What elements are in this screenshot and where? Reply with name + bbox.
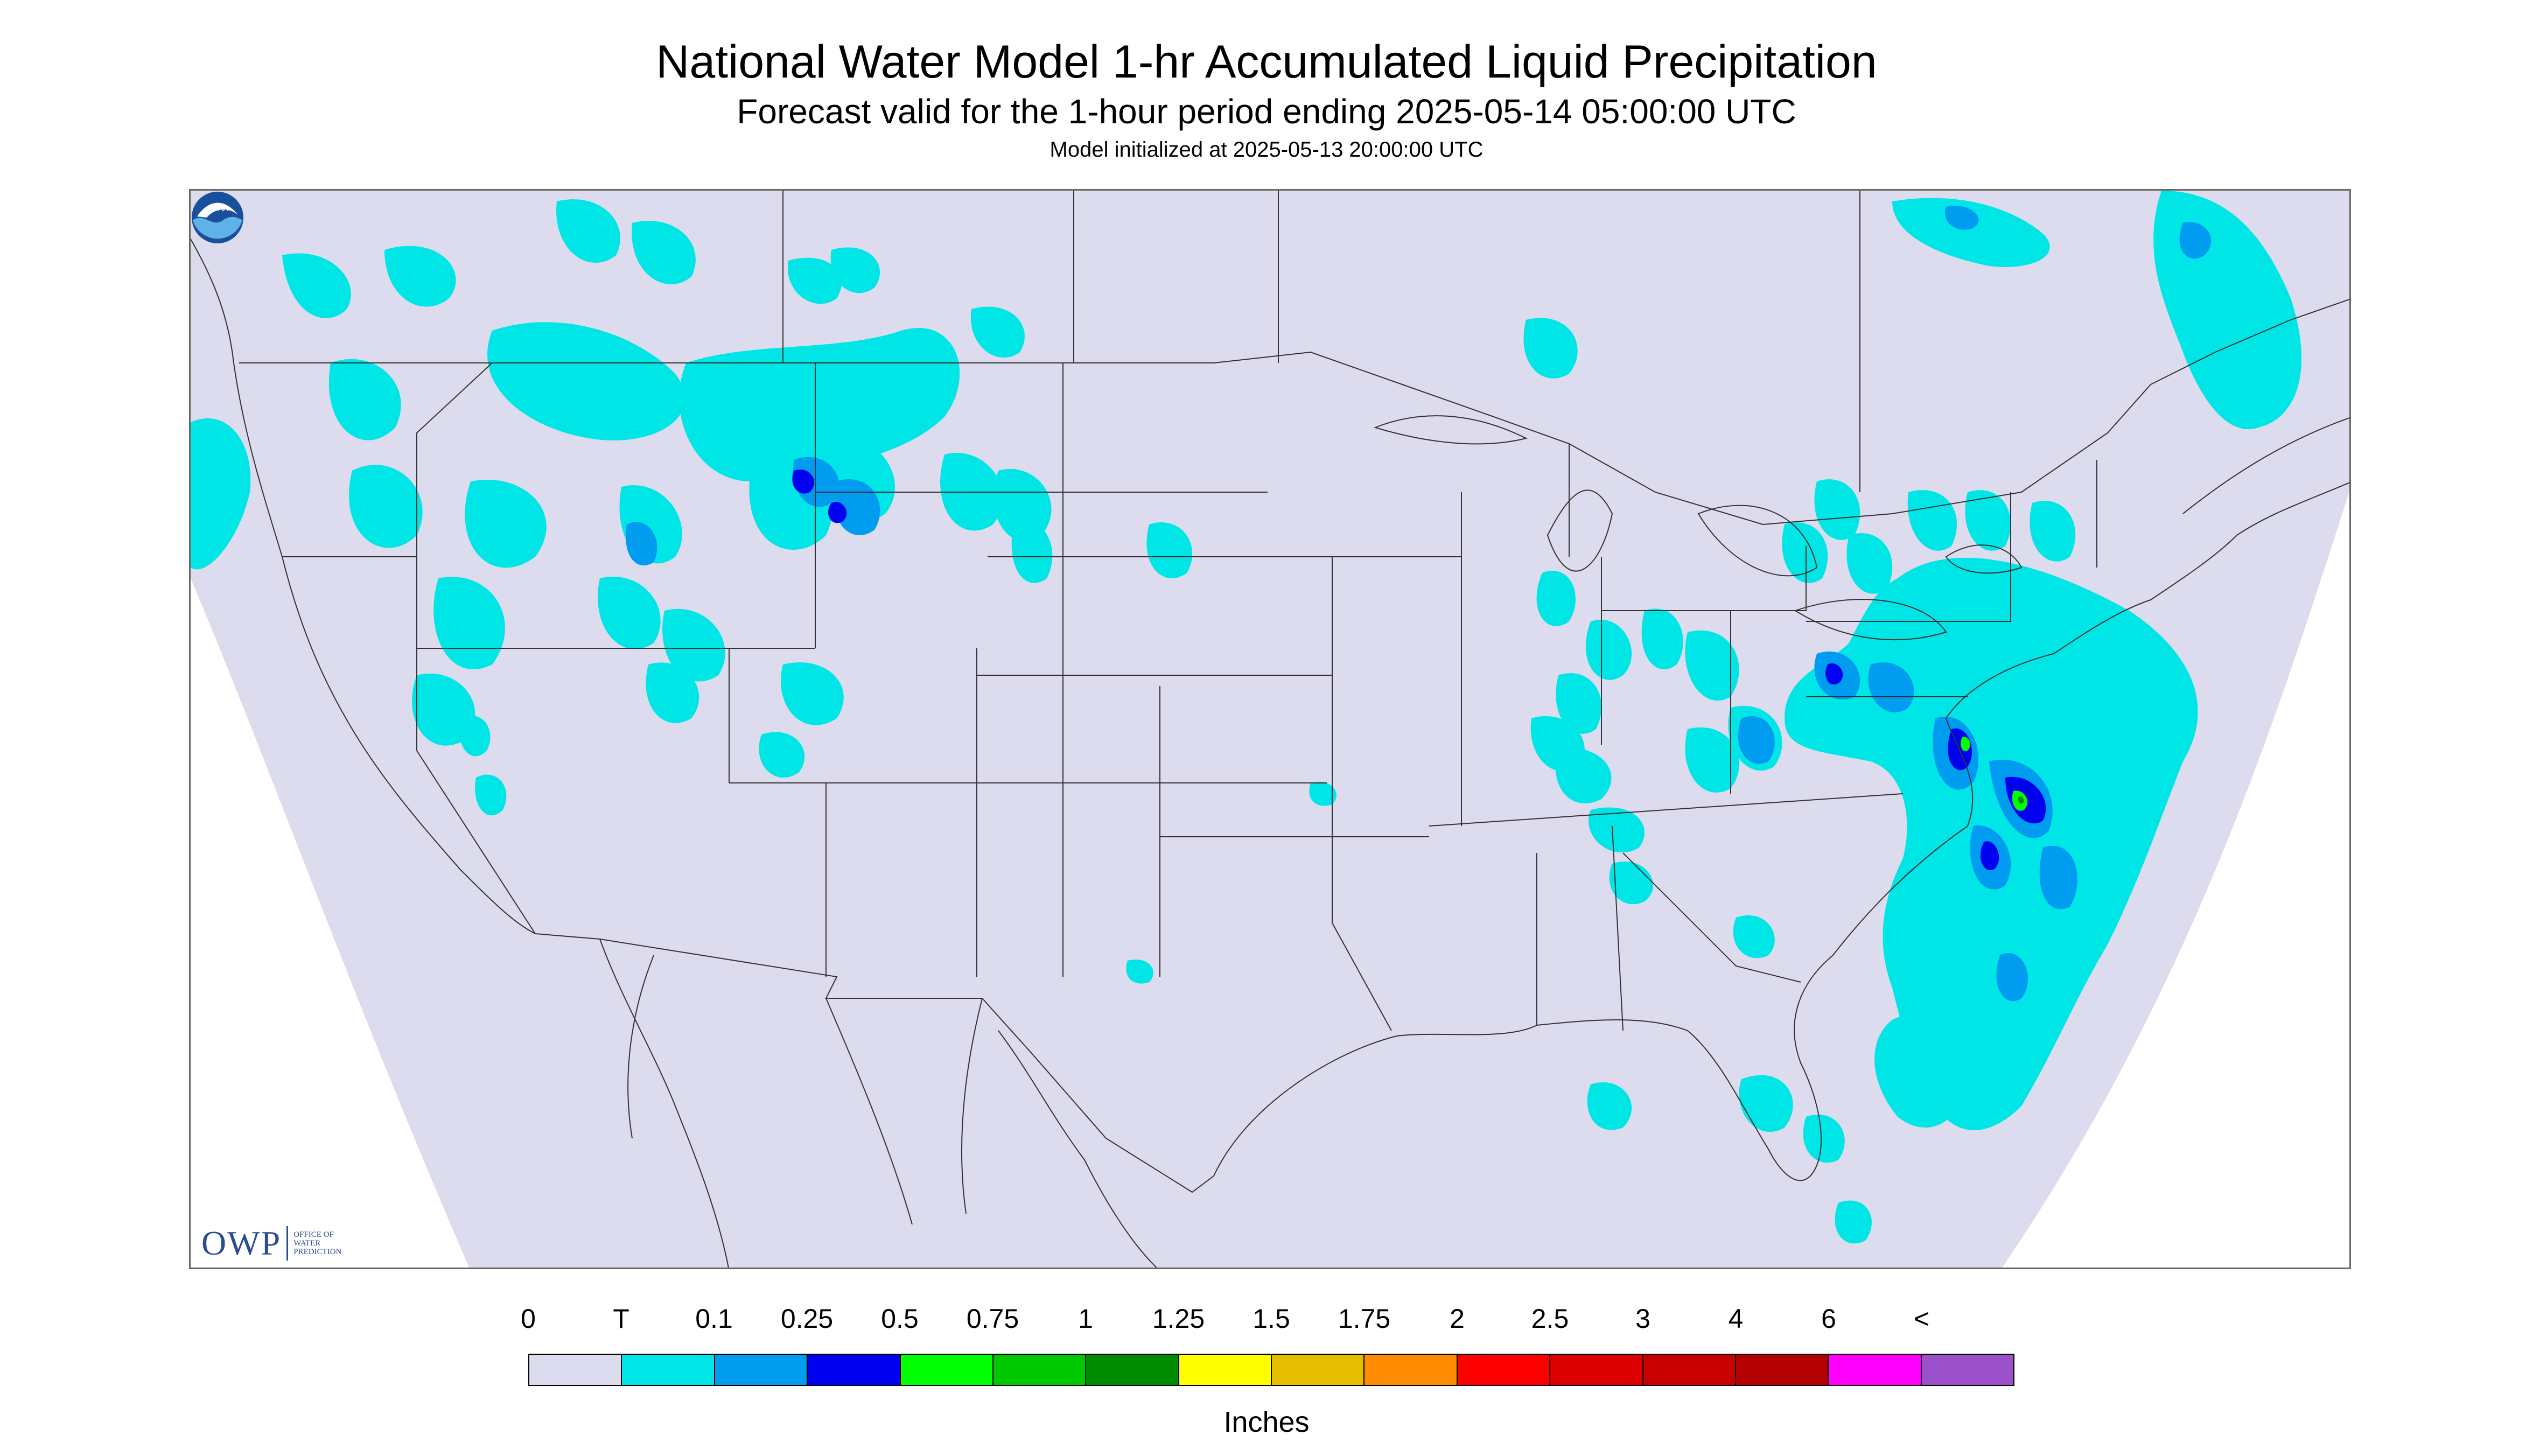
owp-logo-text: OFFICE OF WATER PREDICTION	[293, 1230, 341, 1256]
legend-tick-label: <	[1913, 1304, 1930, 1334]
legend-tick-label: 0.1	[695, 1304, 733, 1334]
legend-bin	[899, 1354, 993, 1386]
legend-bin	[528, 1354, 622, 1386]
moderate-precip-areas	[792, 470, 2046, 870]
legend-tick-label: 1	[1078, 1304, 1093, 1334]
owp-logo-mark: OWP	[201, 1224, 282, 1262]
legend-bin	[992, 1354, 1087, 1386]
legend-tick-label: 0.25	[780, 1304, 834, 1334]
model-init-time: Model initialized at 2025-05-13 20:00:00…	[1049, 138, 1484, 162]
legend-bin	[1734, 1354, 1829, 1386]
legend-units: Inches	[1223, 1406, 1310, 1438]
legend-bin	[1642, 1354, 1736, 1386]
legend-tick-label: 1.5	[1252, 1304, 1290, 1334]
precip-color-legend	[528, 1354, 2014, 1386]
legend-bin	[1085, 1354, 1179, 1386]
boundary-lines	[191, 191, 2349, 1268]
legend-tick-label: 3	[1635, 1304, 1650, 1334]
legend-tick-label: 2.5	[1531, 1304, 1569, 1334]
legend-bin	[1828, 1354, 1922, 1386]
map-canvas	[191, 191, 2349, 1268]
map-title: National Water Model 1-hr Accumulated Li…	[656, 36, 1877, 88]
legend-bin	[621, 1354, 715, 1386]
owp-logo-line: PREDICTION	[293, 1248, 342, 1256]
legend-bin	[1920, 1354, 2014, 1386]
legend-bin	[1178, 1354, 1272, 1386]
legend-bin	[807, 1354, 901, 1386]
heavier-precip-areas	[2018, 796, 2024, 804]
noaa-logo-icon: NOAA	[192, 192, 243, 243]
noaa-logo-text: NOAA	[207, 204, 228, 213]
owp-logo-separator	[286, 1226, 289, 1261]
legend-tick-label: 4	[1728, 1304, 1744, 1334]
legend-tick-label: 0.5	[881, 1304, 919, 1334]
owp-logo-line: WATER	[293, 1239, 321, 1248]
legend-bin	[1271, 1354, 1365, 1386]
legend-tick-label: 2	[1450, 1304, 1465, 1334]
legend-bin	[1549, 1354, 1643, 1386]
owp-logo-line: OFFICE OF	[293, 1230, 334, 1239]
forecast-period: Forecast valid for the 1-hour period end…	[737, 92, 1796, 131]
legend-bin	[1363, 1354, 1458, 1386]
legend-tick-label: T	[613, 1304, 629, 1334]
owp-logo-icon: OWP OFFICE OF WATER PREDICTION	[201, 1224, 341, 1262]
legend-tick-label: 0	[521, 1304, 536, 1334]
precipitation-map: OWP OFFICE OF WATER PREDICTION NOAA	[189, 189, 2351, 1269]
legend-tick-labels: 0 T 0.1 0.25 0.5 0.75 1 1.25 1.5 1.75 2 2.5 3 4 6 <	[521, 1303, 2014, 1341]
legend-tick-label: 0.75	[966, 1304, 1019, 1334]
legend-tick-label: 6	[1821, 1304, 1836, 1334]
legend-tick-label: 1.75	[1338, 1304, 1391, 1334]
legend-bin	[713, 1354, 808, 1386]
legend-tick-label: 1.25	[1152, 1304, 1205, 1334]
legend-bin	[1456, 1354, 1551, 1386]
